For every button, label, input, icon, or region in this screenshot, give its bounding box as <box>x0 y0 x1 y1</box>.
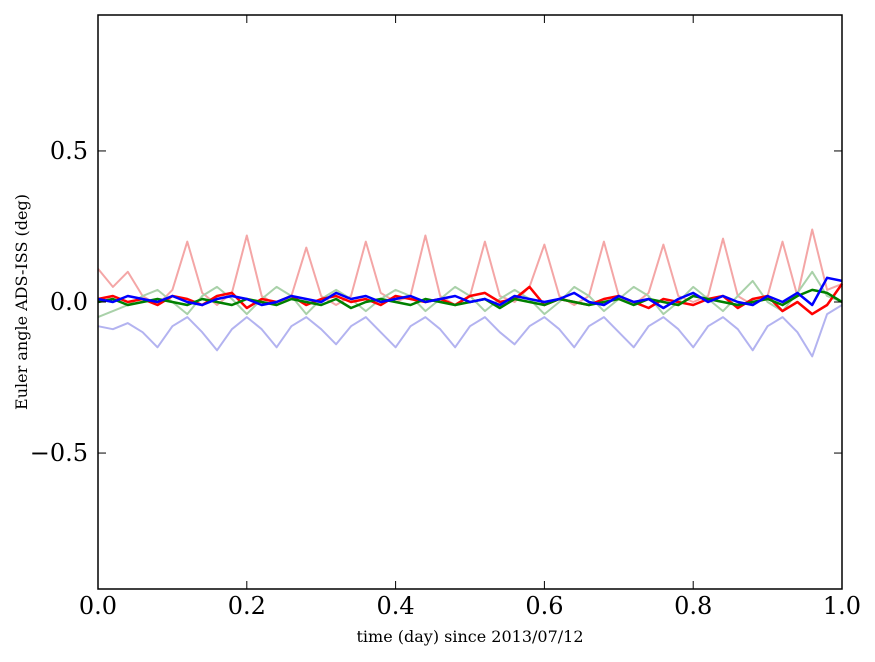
series-line-3 <box>97 304 843 358</box>
series-line-6 <box>97 276 843 310</box>
x-tick-label: 0.8 <box>674 592 712 620</box>
y-tick-label: 0.0 <box>50 288 88 316</box>
x-axis-label: time (day) since 2013/07/12 <box>356 627 583 646</box>
x-tick-label: 0.2 <box>228 592 266 620</box>
x-tick-label: 1.0 <box>823 592 861 620</box>
y-tick-label: 0.5 <box>50 137 88 165</box>
series-line-1 <box>97 228 843 306</box>
y-axis-label: Euler angle ADS-ISS (deg) <box>12 194 31 410</box>
tick-layer: 0.0 0.2 0.4 0.6 0.8 1.0 0.5 0.0 −0.5 <box>30 15 861 620</box>
series-layer <box>97 228 844 358</box>
y-tick-label: −0.5 <box>30 439 88 467</box>
x-tick-label: 0.4 <box>377 592 415 620</box>
x-tick-label: 0.0 <box>79 592 117 620</box>
x-tick-label: 0.6 <box>525 592 563 620</box>
